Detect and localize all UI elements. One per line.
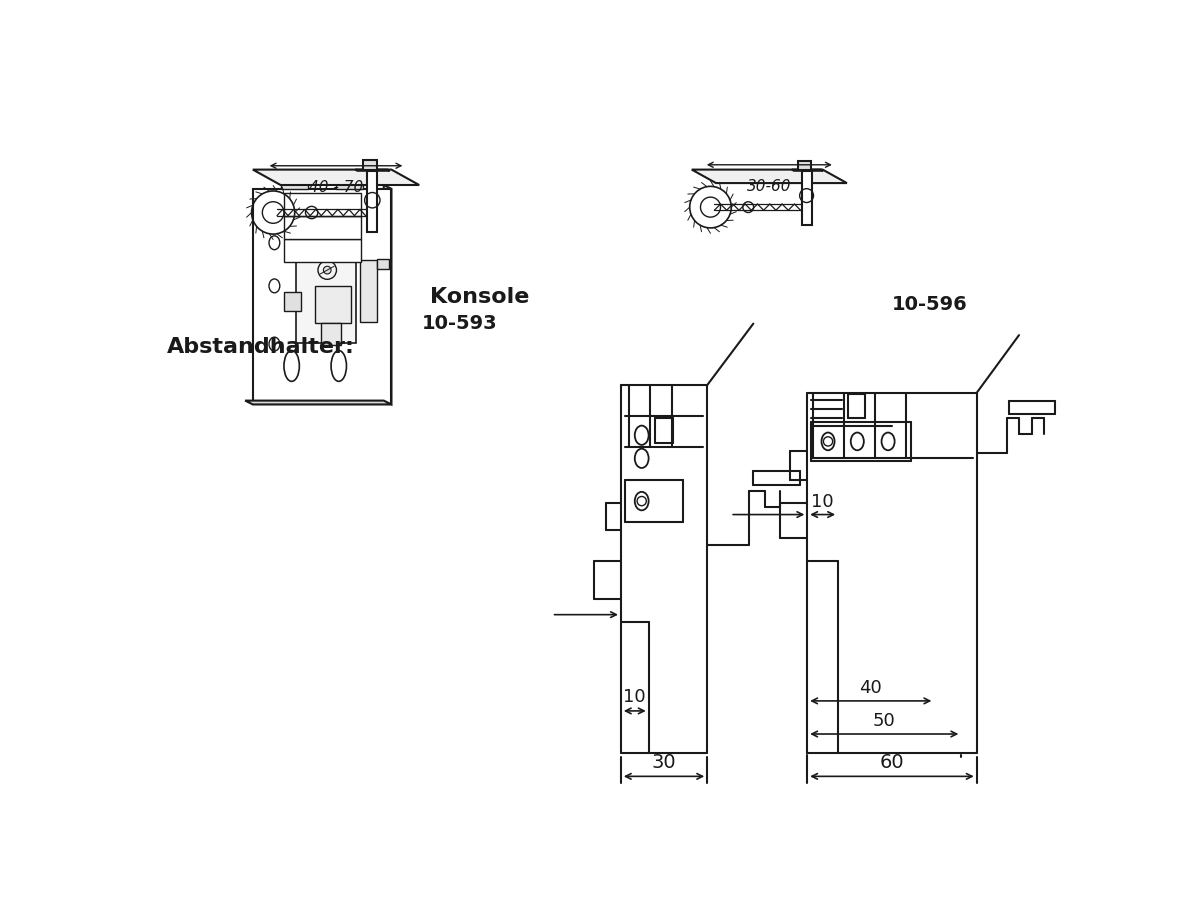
Polygon shape xyxy=(801,171,811,225)
Text: Abstandhalter:: Abstandhalter: xyxy=(167,337,355,356)
Text: 50: 50 xyxy=(873,712,896,730)
Polygon shape xyxy=(284,238,361,262)
Polygon shape xyxy=(335,183,363,189)
Polygon shape xyxy=(284,292,302,311)
Text: 40 - 70: 40 - 70 xyxy=(309,180,363,194)
Text: 30-60: 30-60 xyxy=(748,178,792,194)
Polygon shape xyxy=(280,183,308,189)
Polygon shape xyxy=(284,193,361,216)
Polygon shape xyxy=(253,189,392,404)
Polygon shape xyxy=(798,161,811,169)
Circle shape xyxy=(323,266,331,274)
Polygon shape xyxy=(376,258,389,269)
Polygon shape xyxy=(691,169,847,183)
Polygon shape xyxy=(253,169,419,185)
Polygon shape xyxy=(284,216,361,239)
Polygon shape xyxy=(315,286,351,323)
Text: Konsole: Konsole xyxy=(430,286,530,307)
Polygon shape xyxy=(383,185,392,404)
Polygon shape xyxy=(246,400,392,404)
Text: 30: 30 xyxy=(652,752,677,771)
Text: 10: 10 xyxy=(623,688,646,706)
Text: 10-593: 10-593 xyxy=(422,314,498,333)
Text: 10: 10 xyxy=(811,492,834,510)
Polygon shape xyxy=(363,160,377,169)
Text: 60: 60 xyxy=(879,752,904,771)
Polygon shape xyxy=(356,169,389,171)
Polygon shape xyxy=(792,169,823,171)
Polygon shape xyxy=(296,247,356,343)
Text: 40: 40 xyxy=(859,679,882,697)
Polygon shape xyxy=(359,260,376,321)
Text: 10-596: 10-596 xyxy=(893,295,968,314)
Polygon shape xyxy=(367,171,377,232)
Polygon shape xyxy=(321,323,341,345)
